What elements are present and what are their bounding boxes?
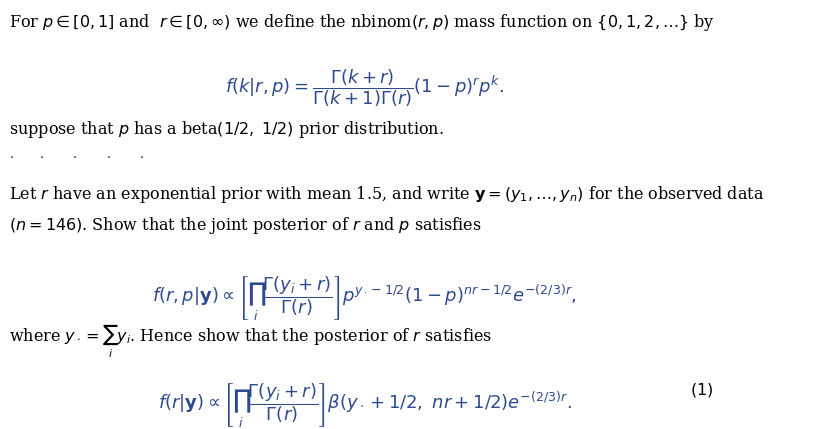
Text: $f(k|r,p) = \dfrac{\Gamma(k+r)}{\Gamma(k+1)\Gamma(r)}(1-p)^r p^k.$: $f(k|r,p) = \dfrac{\Gamma(k+r)}{\Gamma(k…	[225, 67, 504, 109]
Text: For $p \in [0,1]$ and  $r \in [0,\infty)$ we define the nbinom$(r,p)$ mass funct: For $p \in [0,1]$ and $r \in [0,\infty)$…	[8, 12, 715, 33]
Text: suppose that $p$ has a beta$(1/2,\ 1/2)$ prior distribution.: suppose that $p$ has a beta$(1/2,\ 1/2)$…	[8, 119, 444, 140]
Text: Let $r$ have an exponential prior with mean 1.5, and write $\mathbf{y} = (y_1,\l: Let $r$ have an exponential prior with m…	[8, 184, 764, 205]
Text: $f(r,p|\mathbf{y}) \propto \left[\prod_i \dfrac{\Gamma(y_i+r)}{\Gamma(r)}\right]: $f(r,p|\mathbf{y}) \propto \left[\prod_i…	[152, 274, 577, 322]
Text: $(n = 146)$. Show that the joint posterior of $r$ and $p$ satisfies: $(n = 146)$. Show that the joint posteri…	[8, 215, 481, 236]
Text: where $y_\cdot = \sum_i y_i$. Hence show that the posterior of $r$ satisfies: where $y_\cdot = \sum_i y_i$. Hence show…	[8, 323, 491, 360]
Text: $(1)$: $(1)$	[690, 381, 713, 399]
Text: $\cdot \qquad \cdot \qquad \cdot \qquad \cdot \qquad \cdot$: $\cdot \qquad \cdot \qquad \cdot \qquad …	[8, 150, 144, 163]
Text: $f(r|\mathbf{y}) \propto \left[\prod_i \dfrac{\Gamma(y_i+r)}{\Gamma(r)}\right] \: $f(r|\mathbf{y}) \propto \left[\prod_i \…	[158, 381, 572, 429]
